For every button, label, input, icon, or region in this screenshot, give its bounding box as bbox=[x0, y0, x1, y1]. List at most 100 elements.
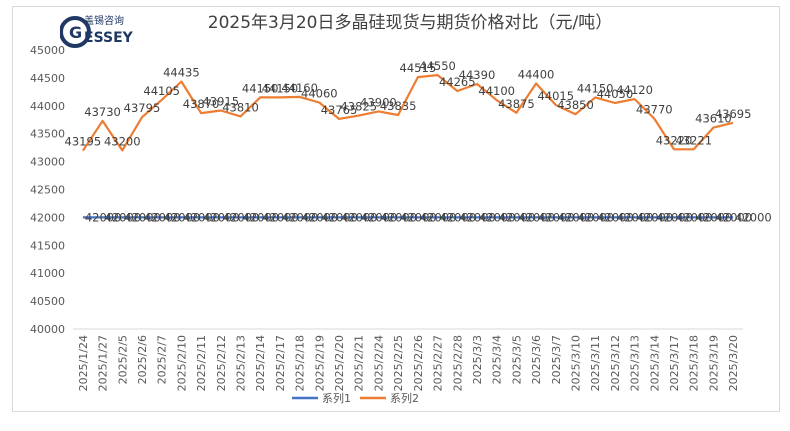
data-label: 44400 bbox=[518, 67, 555, 81]
legend-label-2: 系列2 bbox=[390, 391, 419, 405]
x-tick-label: 2025/2/19 bbox=[313, 335, 326, 391]
data-label: 42000 bbox=[479, 210, 516, 224]
x-tick-label: 2025/2/21 bbox=[353, 335, 366, 391]
data-label: 43730 bbox=[84, 105, 121, 119]
y-tick-label: 43000 bbox=[30, 156, 65, 169]
x-tick-label: 2025/2/12 bbox=[215, 335, 228, 391]
data-label: 43825 bbox=[340, 100, 377, 114]
logo-cn: 盖锡咨询 bbox=[84, 14, 124, 27]
data-label: 42000 bbox=[578, 210, 615, 224]
x-tick-label: 2025/2/6 bbox=[136, 335, 149, 384]
x-tick-label: 2025/3/19 bbox=[707, 335, 720, 391]
data-label: 43870 bbox=[183, 97, 220, 111]
data-label: 43900 bbox=[360, 95, 397, 109]
data-label: 43915 bbox=[202, 95, 239, 109]
data-label: 44015 bbox=[537, 89, 574, 103]
x-tick-label: 2025/3/11 bbox=[589, 335, 602, 391]
data-label: 42000 bbox=[105, 210, 142, 224]
data-label: 42000 bbox=[715, 210, 752, 224]
data-label: 44100 bbox=[478, 84, 515, 98]
x-tick-label: 2025/3/17 bbox=[668, 335, 681, 391]
data-label: 43610 bbox=[695, 112, 732, 126]
x-tick-label: 2025/3/3 bbox=[471, 335, 484, 384]
data-label: 42000 bbox=[262, 210, 299, 224]
data-label: 42000 bbox=[341, 210, 378, 224]
x-tick-label: 2025/3/10 bbox=[570, 335, 583, 391]
data-label: 43221 bbox=[675, 133, 712, 147]
data-label: 42000 bbox=[617, 210, 654, 224]
series-line-2 bbox=[81, 73, 734, 152]
gessey-logo: G 盖锡咨询 ESSEY bbox=[60, 14, 134, 48]
data-label: 42000 bbox=[400, 210, 437, 224]
data-label: 44060 bbox=[301, 86, 338, 100]
data-label: 42000 bbox=[302, 210, 339, 224]
x-tick-label: 2025/2/17 bbox=[274, 335, 287, 391]
x-tick-label: 2025/3/20 bbox=[727, 335, 740, 391]
x-tick-label: 2025/3/14 bbox=[648, 335, 661, 391]
x-tick-label: 2025/2/10 bbox=[175, 335, 188, 391]
data-label: 43695 bbox=[715, 107, 752, 121]
x-tick-label: 2025/3/4 bbox=[491, 335, 504, 384]
y-axis: 40000 40500 41000 41500 42000 42500 43000 43500… bbox=[30, 44, 65, 336]
y-tick-label: 42500 bbox=[30, 184, 65, 197]
data-label: 42000 bbox=[459, 210, 496, 224]
logo-first-letter: G bbox=[69, 23, 82, 42]
series-lines bbox=[81, 73, 734, 219]
data-label: 42000 bbox=[420, 210, 457, 224]
data-label: 42000 bbox=[735, 210, 772, 224]
logo-ring bbox=[60, 16, 91, 48]
x-tick-label: 2025/3/5 bbox=[510, 335, 523, 384]
data-label: 43200 bbox=[104, 134, 141, 148]
data-label: 43765 bbox=[321, 103, 358, 117]
data-label: 44160 bbox=[281, 81, 318, 95]
data-label: 44150 bbox=[262, 81, 299, 95]
data-label: 44105 bbox=[143, 84, 180, 98]
data-label: 42000 bbox=[144, 210, 181, 224]
data-label: 42000 bbox=[85, 210, 122, 224]
legend: 系列1 系列2 bbox=[292, 391, 419, 405]
data-label: 42000 bbox=[676, 210, 713, 224]
data-label: 44435 bbox=[163, 66, 200, 80]
x-tick-label: 2025/2/14 bbox=[254, 335, 267, 391]
data-label: 42000 bbox=[538, 210, 575, 224]
data-label: 43875 bbox=[498, 97, 535, 111]
x-tick-label: 2025/3/13 bbox=[629, 335, 642, 391]
x-tick-label: 2025/2/5 bbox=[116, 335, 129, 384]
x-tick-label: 2025/1/27 bbox=[97, 335, 110, 391]
y-tick-label: 42000 bbox=[30, 211, 65, 224]
x-tick-label: 2025/2/26 bbox=[412, 335, 425, 391]
chart-frame bbox=[12, 6, 780, 412]
data-label: 43220 bbox=[656, 133, 693, 147]
x-tick-label: 2025/3/6 bbox=[530, 335, 543, 384]
data-label: 43850 bbox=[557, 98, 594, 112]
x-tick-label: 2025/2/27 bbox=[432, 335, 445, 391]
data-label: 43810 bbox=[222, 100, 259, 114]
data-label: 42000 bbox=[499, 210, 536, 224]
x-tick-label: 2025/3/18 bbox=[688, 335, 701, 391]
data-label: 44150 bbox=[577, 81, 614, 95]
data-label: 44390 bbox=[459, 68, 496, 82]
x-tick-label: 2025/2/7 bbox=[156, 335, 169, 384]
data-label: 43795 bbox=[124, 101, 161, 115]
data-label: 42000 bbox=[183, 210, 220, 224]
data-label: 44515 bbox=[400, 61, 437, 75]
data-label: 42000 bbox=[597, 210, 634, 224]
data-label: 44550 bbox=[419, 59, 456, 73]
data-label: 42000 bbox=[440, 210, 477, 224]
data-label: 42000 bbox=[223, 210, 260, 224]
data-label: 44120 bbox=[616, 83, 653, 97]
data-label: 42000 bbox=[558, 210, 595, 224]
x-tick-label: 2025/2/11 bbox=[195, 335, 208, 391]
y-tick-label: 44000 bbox=[30, 100, 65, 113]
logo-en: ESSEY bbox=[84, 30, 134, 46]
data-label: 42000 bbox=[124, 210, 161, 224]
data-label: 44150 bbox=[242, 81, 279, 95]
data-label: 42000 bbox=[518, 210, 555, 224]
data-label: 42000 bbox=[637, 210, 674, 224]
legend-label-1: 系列1 bbox=[322, 391, 351, 405]
y-tick-label: 41000 bbox=[30, 267, 65, 280]
data-label: 44265 bbox=[439, 75, 476, 89]
data-label: 43770 bbox=[636, 103, 673, 117]
data-label: 44050 bbox=[597, 87, 634, 101]
